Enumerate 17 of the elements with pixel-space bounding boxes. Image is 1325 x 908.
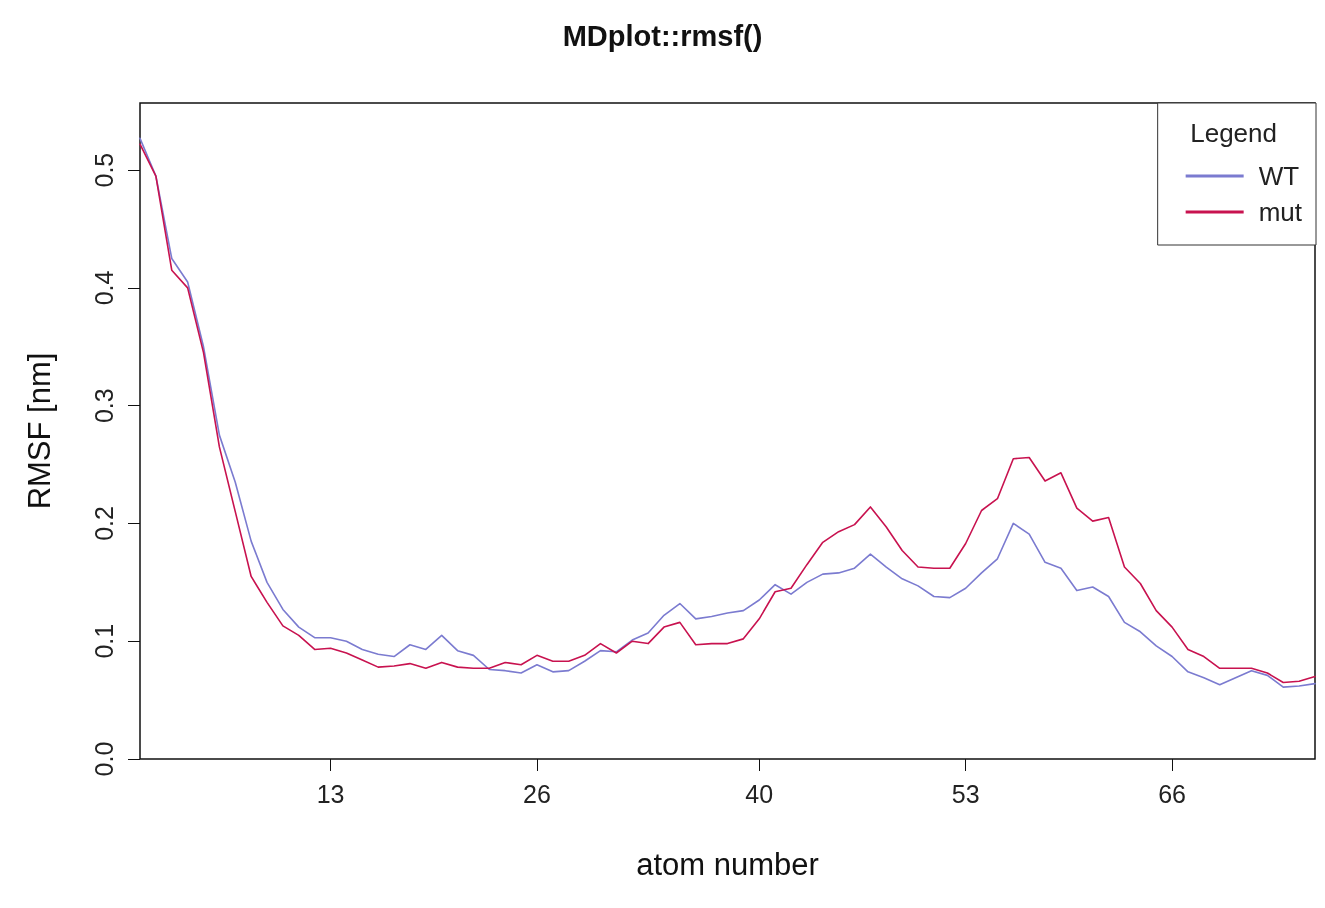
- chart-title: MDplot::rmsf(): [562, 19, 763, 52]
- y-tick-label: 0.1: [89, 623, 118, 659]
- legend-label: mut: [1258, 197, 1303, 227]
- y-tick-label: 0.5: [89, 152, 118, 188]
- y-tick-label: 0.3: [89, 388, 118, 424]
- x-tick-label: 13: [316, 779, 345, 808]
- x-axis-title: atom number: [636, 847, 819, 882]
- x-tick-label: 26: [523, 779, 551, 808]
- x-tick-label: 53: [951, 779, 980, 808]
- y-tick-label: 0.4: [89, 270, 118, 306]
- y-tick-label: 0.0: [89, 741, 118, 777]
- y-axis-title: RMSF [nm]: [22, 352, 57, 510]
- y-tick-label: 0.2: [89, 506, 118, 541]
- x-tick-label: 40: [745, 779, 774, 808]
- legend-title: Legend: [1190, 118, 1278, 148]
- legend-label: WT: [1258, 161, 1300, 191]
- x-tick-label: 66: [1158, 779, 1186, 808]
